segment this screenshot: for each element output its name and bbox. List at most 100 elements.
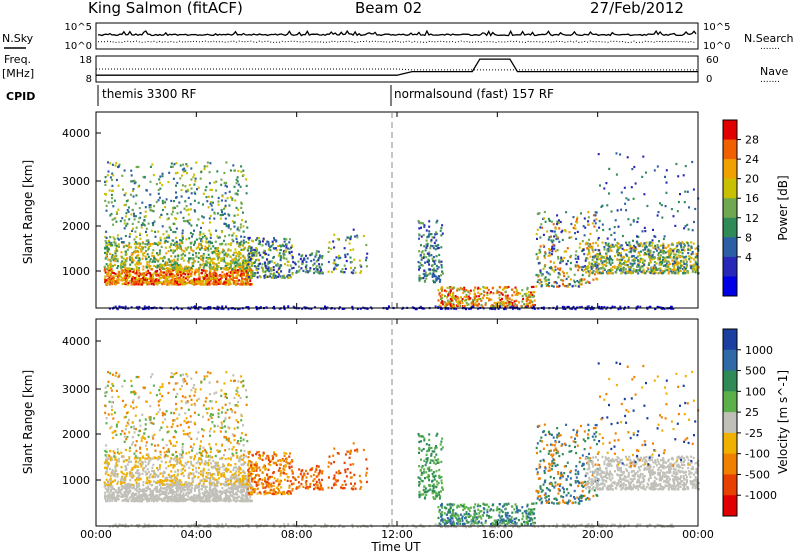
power-echo — [620, 255, 623, 258]
power-echo — [498, 305, 501, 308]
power-echo — [223, 181, 226, 184]
power-echo — [193, 191, 196, 194]
power-echo — [149, 204, 152, 207]
power-echo — [185, 277, 187, 280]
power-echo — [202, 252, 205, 256]
power-echo — [499, 299, 502, 302]
power-echo — [598, 263, 601, 266]
power-echo — [115, 247, 118, 250]
power-echo — [135, 267, 138, 270]
power-echo — [243, 283, 246, 286]
power-echo — [575, 237, 578, 240]
power-echo — [136, 242, 139, 245]
power-echo — [609, 255, 611, 258]
power-echo — [112, 174, 115, 177]
power-echo — [140, 246, 143, 249]
power-echo — [617, 264, 620, 267]
power-echo — [114, 252, 117, 255]
power-echo — [686, 242, 689, 245]
power-echo — [629, 223, 632, 226]
power-echo — [576, 216, 579, 219]
power-echo — [570, 236, 573, 239]
power-echo — [574, 265, 577, 268]
power-echo — [217, 200, 220, 203]
power-echo — [643, 253, 646, 256]
power-echo — [259, 243, 262, 246]
power-echo — [123, 270, 125, 273]
power-echo — [128, 243, 131, 246]
power-echo — [573, 279, 575, 282]
power-echo — [618, 259, 621, 262]
power-echo — [475, 304, 478, 307]
power-echo — [513, 300, 516, 303]
power-echo — [108, 189, 111, 192]
power-echo — [497, 301, 500, 304]
power-echo — [667, 266, 670, 269]
power-echo — [423, 253, 426, 256]
colorbar-swatch — [723, 217, 737, 238]
power-echo — [472, 298, 475, 301]
power-echo — [222, 256, 225, 259]
power-echo — [194, 210, 197, 213]
power-echo — [159, 257, 162, 260]
power-echo — [243, 248, 246, 251]
power-echo — [507, 303, 510, 306]
power-echo — [117, 275, 120, 278]
power-echo — [536, 280, 539, 283]
power-echo — [292, 266, 295, 269]
power-echo — [175, 217, 177, 221]
power-echo — [123, 274, 126, 278]
power-echo — [539, 271, 542, 274]
power-echo — [645, 270, 648, 273]
power-echo — [639, 257, 642, 260]
power-echo — [170, 242, 173, 245]
power-echo — [175, 268, 178, 271]
power-echo — [656, 214, 659, 217]
power-echo — [253, 265, 256, 268]
power-echo — [234, 257, 237, 260]
power-ytick-2000: 2000 — [62, 220, 90, 233]
power-echo — [298, 253, 301, 256]
power-echo — [265, 276, 268, 279]
power-echo — [157, 199, 160, 202]
power-echo — [457, 300, 460, 303]
power-echo — [536, 212, 539, 216]
power-echo — [186, 172, 188, 175]
power-echo — [218, 236, 221, 239]
power-echo — [684, 225, 687, 228]
power-echo — [250, 272, 253, 275]
power-echo — [605, 252, 608, 255]
power-echo — [264, 270, 267, 273]
power-echo — [228, 283, 231, 286]
power-echo — [457, 297, 460, 300]
noise-rtick-bottom: 10^0 — [703, 41, 730, 52]
noise-ytick-top: 10^5 — [65, 22, 92, 33]
power-echo — [558, 269, 561, 272]
power-echo — [235, 283, 238, 286]
power-echo — [134, 215, 137, 218]
power-echo — [662, 242, 665, 245]
colorbar-tick-label: 8 — [745, 231, 752, 244]
power-echo — [236, 269, 239, 272]
power-echo — [439, 305, 442, 308]
power-echo — [186, 278, 189, 281]
power-echo — [637, 217, 640, 220]
power-echo — [154, 230, 157, 233]
power-echo — [115, 274, 118, 277]
power-echo — [694, 247, 697, 250]
power-echo — [295, 270, 298, 273]
power-echo — [226, 197, 229, 200]
power-echo — [695, 253, 698, 256]
power-echo — [472, 300, 474, 303]
power-echo — [443, 289, 446, 292]
power-echo — [209, 270, 212, 273]
cpid-label: CPID — [6, 90, 35, 103]
power-echo — [135, 194, 138, 197]
power-echo — [448, 286, 451, 289]
power-echo — [430, 254, 433, 257]
power-echo — [202, 216, 205, 219]
power-echo — [182, 272, 185, 275]
power-echo — [225, 272, 228, 275]
power-echo — [246, 271, 249, 274]
power-echo — [225, 275, 228, 278]
